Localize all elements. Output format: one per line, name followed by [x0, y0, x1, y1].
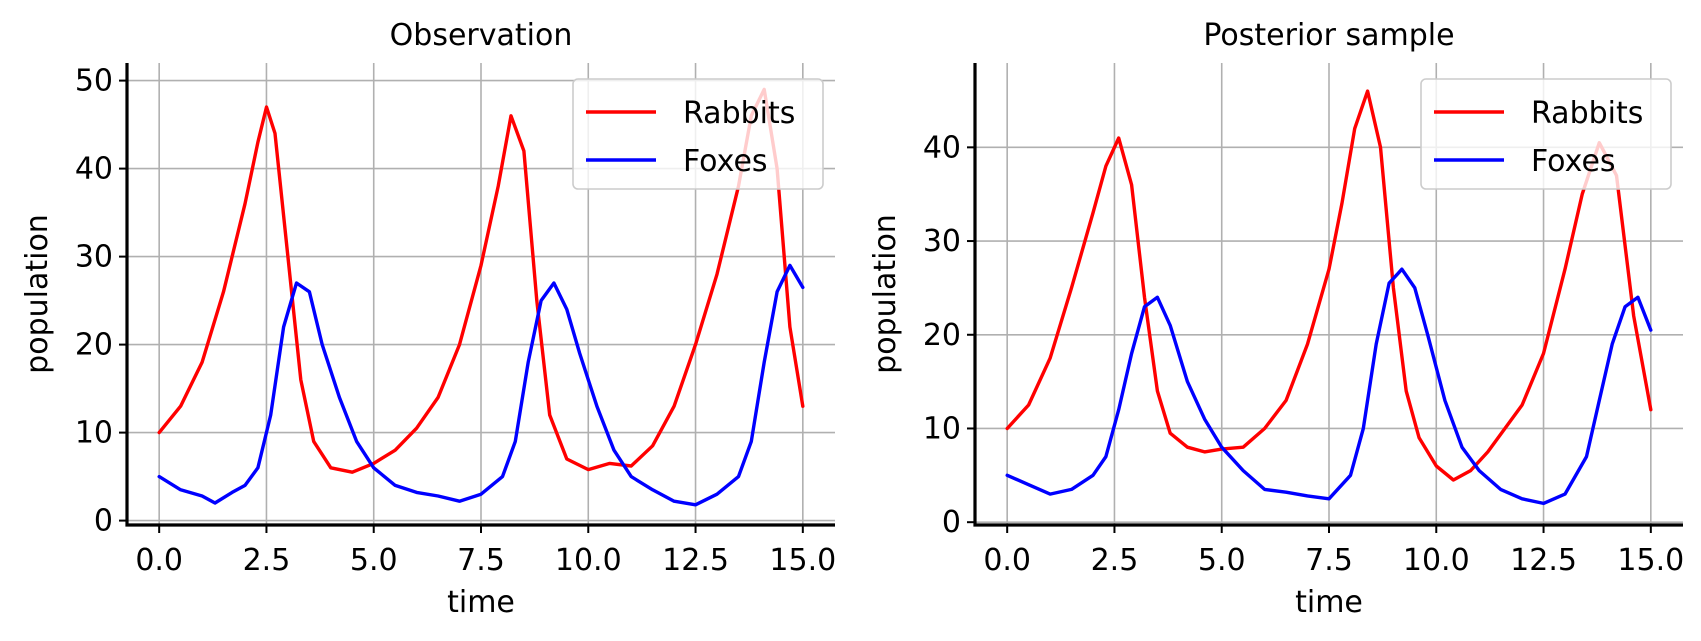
series-line-foxes [1005, 267, 1653, 506]
legend: Rabbits Foxes [1420, 78, 1672, 190]
y-tick-label: 20 [923, 318, 961, 353]
x-axis-label: time [447, 585, 515, 620]
x-tick-label: 2.5 [1091, 543, 1139, 578]
series-line-foxes [157, 263, 805, 507]
x-tick-label: 7.5 [457, 543, 505, 578]
x-tick-label: 12.5 [1510, 543, 1577, 578]
y-tick-label: 40 [923, 130, 961, 165]
y-tick-label: 20 [75, 328, 113, 363]
x-tick-label: 15.0 [769, 543, 836, 578]
chart-panel-1: 0.0 2.5 5.0 7.5 10.0 12.5 15.0 0 10 20 30 40 50 Obser… [20, 18, 836, 620]
y-axis-label: population [20, 214, 55, 374]
y-tick-label: 50 [75, 64, 113, 99]
chart-title: Observation [390, 18, 573, 53]
series-line-rabbits [1005, 89, 1653, 482]
x-tick-label: 15.0 [1617, 543, 1684, 578]
x-tick-label: 10.0 [1403, 543, 1470, 578]
x-tick-label: 7.5 [1305, 543, 1353, 578]
axis-spine [973, 63, 1683, 527]
legend-label-foxes: Foxes [1531, 144, 1616, 179]
y-tick-label: 40 [75, 152, 113, 187]
legend: Rabbits Foxes [572, 78, 824, 190]
series-line-rabbits [157, 87, 805, 474]
x-tick-label: 2.5 [243, 543, 291, 578]
chart-panel-2: 0.0 2.5 5.0 7.5 10.0 12.5 15.0 0 10 20 30 40 Posteri… [868, 18, 1684, 620]
chart-title: Posterior sample [1203, 18, 1454, 53]
x-tick-label: 12.5 [662, 543, 729, 578]
x-tick-label: 0.0 [135, 543, 183, 578]
x-tick-label: 0.0 [983, 543, 1031, 578]
y-tick-label: 0 [94, 504, 113, 539]
x-axis-label: time [1295, 585, 1363, 620]
y-tick-label: 0 [942, 505, 961, 540]
legend-label-rabbits: Rabbits [683, 96, 795, 131]
x-tick-label: 5.0 [1198, 543, 1246, 578]
y-tick-label: 30 [923, 224, 961, 259]
axis-spine [125, 63, 835, 527]
y-axis-label: population [868, 214, 903, 374]
legend-label-rabbits: Rabbits [1531, 96, 1643, 131]
x-tick-label: 5.0 [350, 543, 398, 578]
y-tick-label: 10 [75, 416, 113, 451]
y-tick-label: 10 [923, 411, 961, 446]
legend-label-foxes: Foxes [683, 144, 768, 179]
y-tick-label: 30 [75, 240, 113, 275]
x-tick-label: 10.0 [555, 543, 622, 578]
